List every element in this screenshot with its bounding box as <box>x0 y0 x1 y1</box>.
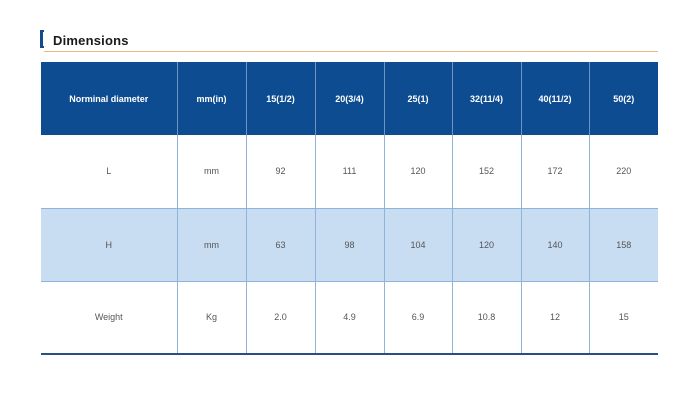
dimensions-table: Norminal diameter mm(in) 15(1/2) 20(3/4)… <box>41 62 658 355</box>
header-cell: 50(2) <box>588 62 658 135</box>
table-header-row: Norminal diameter mm(in) 15(1/2) 20(3/4)… <box>41 62 658 135</box>
row-label: L <box>106 166 112 177</box>
table-cell: 10.8 <box>451 280 521 354</box>
bracket-icon <box>40 30 44 48</box>
table-cell: 6.9 <box>383 280 452 354</box>
row-label: Weight <box>41 280 177 354</box>
table-cell: 120 <box>451 207 521 281</box>
header-rule <box>44 51 658 52</box>
table-cell: 140 <box>520 207 589 281</box>
table-row: H mm 63 98 104 120 140 158 <box>41 207 658 281</box>
header-cell: 32(11/4) <box>451 62 521 135</box>
table-row: L mm 92 111 120 152 172 220 <box>41 135 658 208</box>
section-header: Dimensions <box>40 28 658 54</box>
header-cell: 20(3/4) <box>314 62 384 135</box>
row-label: H <box>41 207 177 281</box>
table-cell: 220 <box>588 135 658 208</box>
table-cell: 4.9 <box>314 280 384 354</box>
table-cell: 98 <box>314 207 384 281</box>
table-cell: 172 <box>520 135 589 208</box>
table-cell: 63 <box>245 207 315 281</box>
table-cell: 12 <box>520 280 589 354</box>
header-cell: Norminal diameter <box>41 62 177 135</box>
table-cell: 152 <box>451 135 521 208</box>
row-unit: Kg <box>176 280 246 354</box>
row-unit: mm <box>176 207 246 281</box>
header-cell: 40(11/2) <box>520 62 589 135</box>
table-cell: 15 <box>588 280 658 354</box>
header-cell: 25(1) <box>383 62 452 135</box>
table-cell: 92 <box>245 135 315 208</box>
table-cell: 158 <box>588 207 658 281</box>
table-cell: 2.0 <box>245 280 315 354</box>
table-row: Weight Kg 2.0 4.9 6.9 10.8 12 15 <box>41 280 658 354</box>
section-title: Dimensions <box>53 33 129 48</box>
table-cell: 111 <box>314 135 384 208</box>
header-cell: mm(in) <box>176 62 246 135</box>
header-cell: 15(1/2) <box>245 62 315 135</box>
table-cell: 104 <box>383 207 452 281</box>
row-unit: mm <box>176 135 246 208</box>
table-cell: 120 <box>383 135 452 208</box>
